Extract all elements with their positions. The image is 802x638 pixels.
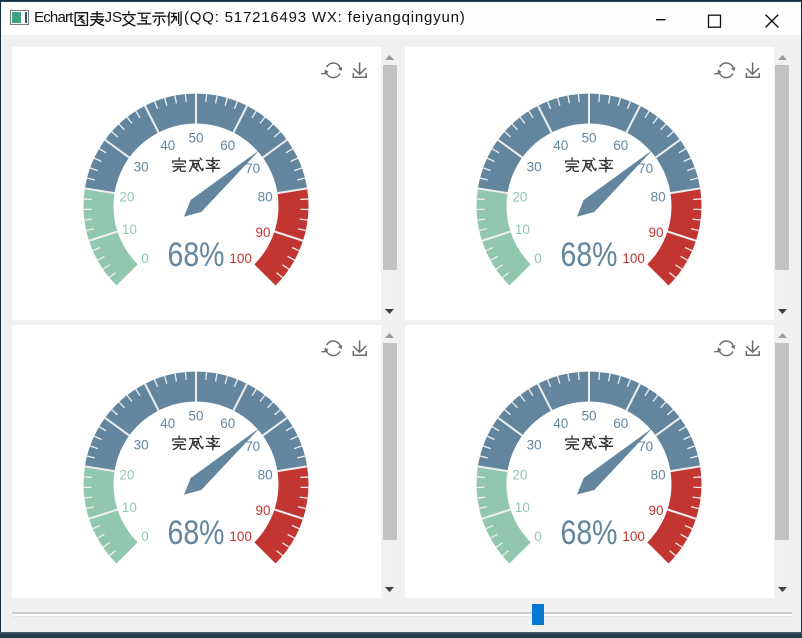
svg-text:10: 10 xyxy=(122,500,137,515)
svg-text:30: 30 xyxy=(526,159,541,174)
svg-text:10: 10 xyxy=(122,222,137,237)
svg-text:0: 0 xyxy=(534,251,542,266)
svg-text:40: 40 xyxy=(160,416,175,431)
svg-text:50: 50 xyxy=(188,131,203,146)
svg-text:60: 60 xyxy=(613,416,628,431)
svg-text:20: 20 xyxy=(119,190,134,205)
svg-text:20: 20 xyxy=(512,468,527,483)
svg-text:80: 80 xyxy=(650,190,665,205)
svg-text:68%: 68% xyxy=(560,514,617,552)
svg-text:20: 20 xyxy=(512,190,527,205)
svg-text:80: 80 xyxy=(258,468,273,483)
svg-text:40: 40 xyxy=(553,416,568,431)
svg-text:100: 100 xyxy=(622,529,645,544)
svg-text:0: 0 xyxy=(534,529,542,544)
svg-text:90: 90 xyxy=(256,503,271,518)
svg-text:20: 20 xyxy=(119,468,134,483)
svg-text:100: 100 xyxy=(229,251,252,266)
svg-text:50: 50 xyxy=(581,409,596,424)
svg-text:50: 50 xyxy=(188,409,203,424)
svg-text:90: 90 xyxy=(648,503,663,518)
svg-text:68%: 68% xyxy=(168,514,225,552)
svg-text:90: 90 xyxy=(256,225,271,240)
svg-text:50: 50 xyxy=(581,131,596,146)
svg-text:80: 80 xyxy=(258,190,273,205)
svg-text:30: 30 xyxy=(134,437,149,452)
svg-text:0: 0 xyxy=(141,251,149,266)
svg-text:80: 80 xyxy=(650,468,665,483)
svg-text:68%: 68% xyxy=(168,236,225,274)
svg-text:0: 0 xyxy=(141,529,149,544)
svg-text:90: 90 xyxy=(648,225,663,240)
svg-text:10: 10 xyxy=(514,222,529,237)
svg-text:40: 40 xyxy=(160,138,175,153)
svg-text:100: 100 xyxy=(229,529,252,544)
svg-text:68%: 68% xyxy=(560,236,617,274)
svg-text:10: 10 xyxy=(514,500,529,515)
svg-text:60: 60 xyxy=(613,138,628,153)
svg-text:40: 40 xyxy=(553,138,568,153)
svg-text:70: 70 xyxy=(638,439,653,454)
svg-text:60: 60 xyxy=(220,416,235,431)
svg-text:30: 30 xyxy=(134,159,149,174)
svg-text:60: 60 xyxy=(220,138,235,153)
svg-text:30: 30 xyxy=(526,437,541,452)
svg-text:100: 100 xyxy=(622,251,645,266)
svg-text:70: 70 xyxy=(245,161,260,176)
svg-text:70: 70 xyxy=(638,161,653,176)
svg-text:70: 70 xyxy=(245,439,260,454)
